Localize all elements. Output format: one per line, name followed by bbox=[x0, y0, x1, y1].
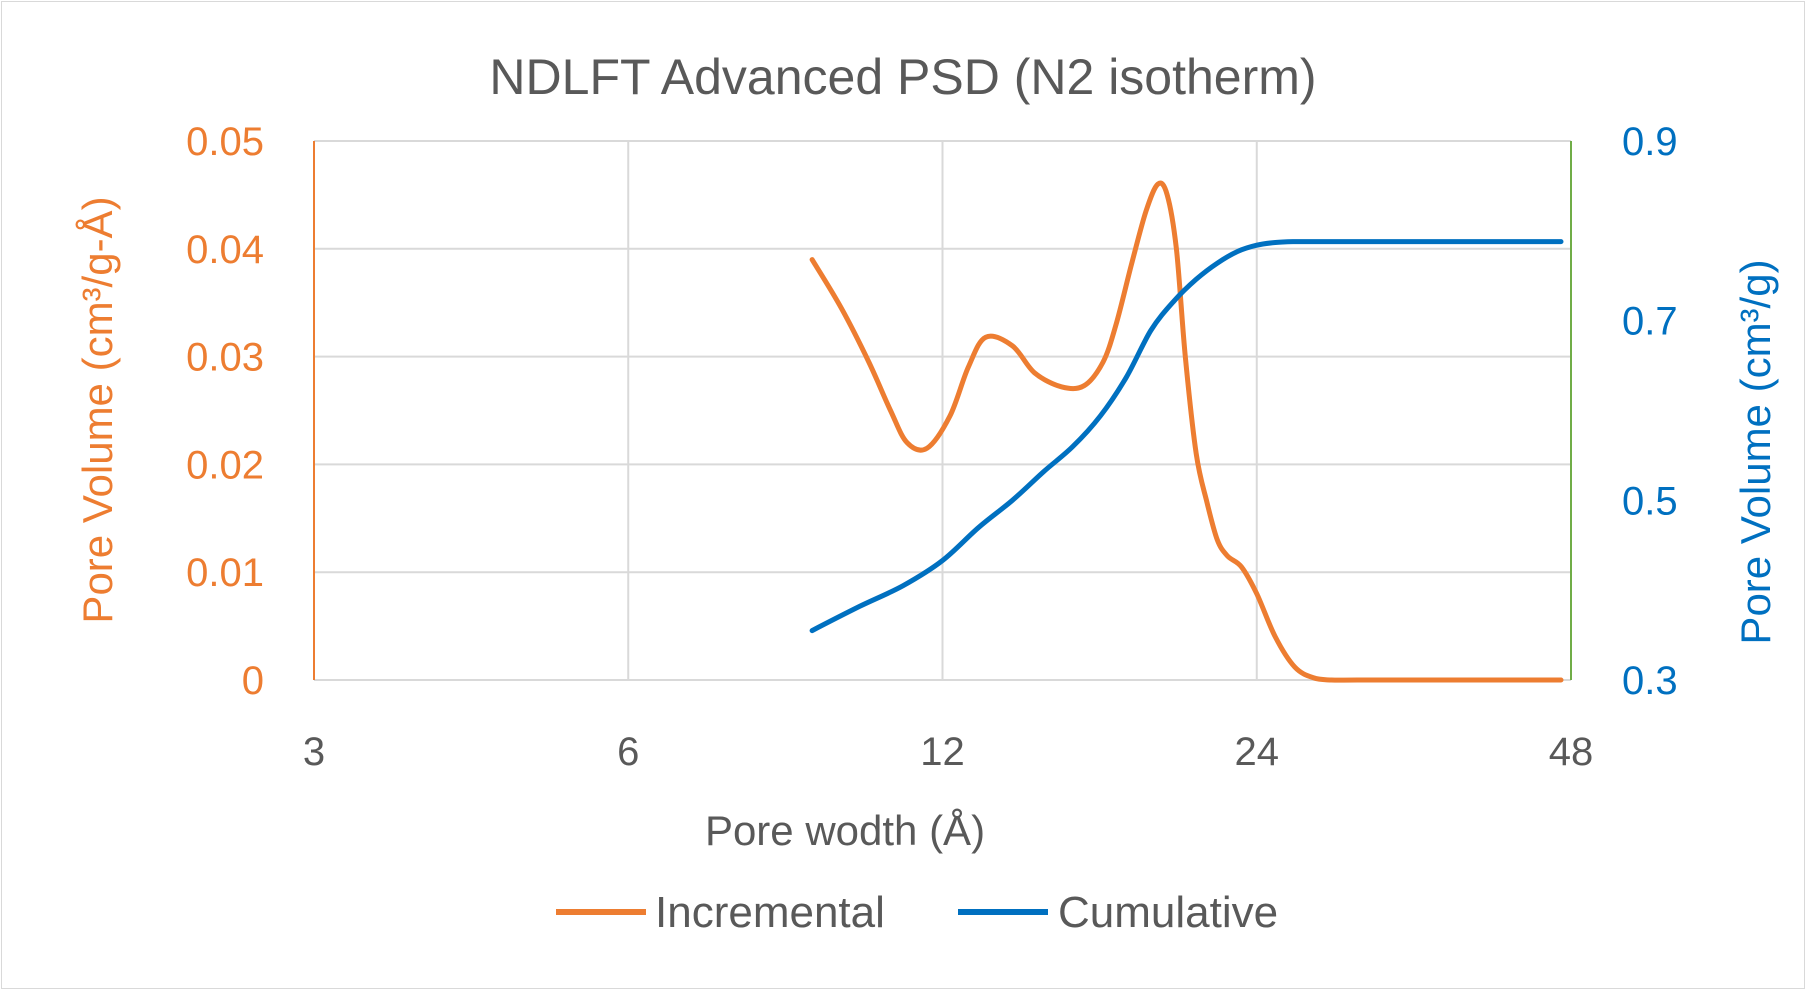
legend: Incremental Cumulative bbox=[556, 888, 1278, 937]
legend-label-cumulative: Cumulative bbox=[1058, 888, 1278, 937]
series-line-cumulative bbox=[809, 239, 1564, 634]
x-tick-label: 48 bbox=[1549, 730, 1594, 774]
y-axis-right-title: Pore Volume (cm³/g) bbox=[1732, 259, 1779, 644]
series-line-incremental bbox=[809, 180, 1564, 683]
y-left-tick-label: 0 bbox=[242, 659, 264, 703]
grid-layer bbox=[314, 140, 1571, 680]
chart-title: NDLFT Advanced PSD (N2 isotherm) bbox=[489, 49, 1316, 105]
series-layer bbox=[809, 180, 1564, 683]
legend-label-incremental: Incremental bbox=[655, 888, 885, 937]
x-tick-label: 6 bbox=[617, 730, 639, 774]
y-right-tick-label: 0.3 bbox=[1622, 659, 1678, 703]
x-tick-label: 3 bbox=[303, 730, 325, 774]
x-axis-title: Pore wodth (Å) bbox=[705, 807, 985, 854]
y-right-tick-label: 0.5 bbox=[1622, 479, 1678, 523]
y-left-tick-label: 0.05 bbox=[186, 120, 264, 164]
y-left-tick-label: 0.02 bbox=[186, 443, 264, 487]
x-tick-label: 12 bbox=[920, 730, 965, 774]
y-left-tick-label: 0.01 bbox=[186, 551, 264, 595]
tick-layer: 0 0.01 0.02 0.03 0.04 0.05 3 6 12 24 48 0.3 0.5 0.7 0.… bbox=[186, 120, 1677, 774]
y-right-tick-label: 0.9 bbox=[1622, 120, 1678, 164]
y-axis-left-title: Pore Volume (cm³/g-Å) bbox=[74, 196, 121, 623]
x-tick-label: 24 bbox=[1235, 730, 1280, 774]
y-left-tick-label: 0.03 bbox=[186, 336, 264, 380]
y-right-tick-label: 0.7 bbox=[1622, 300, 1678, 344]
y-left-tick-label: 0.04 bbox=[186, 228, 264, 272]
